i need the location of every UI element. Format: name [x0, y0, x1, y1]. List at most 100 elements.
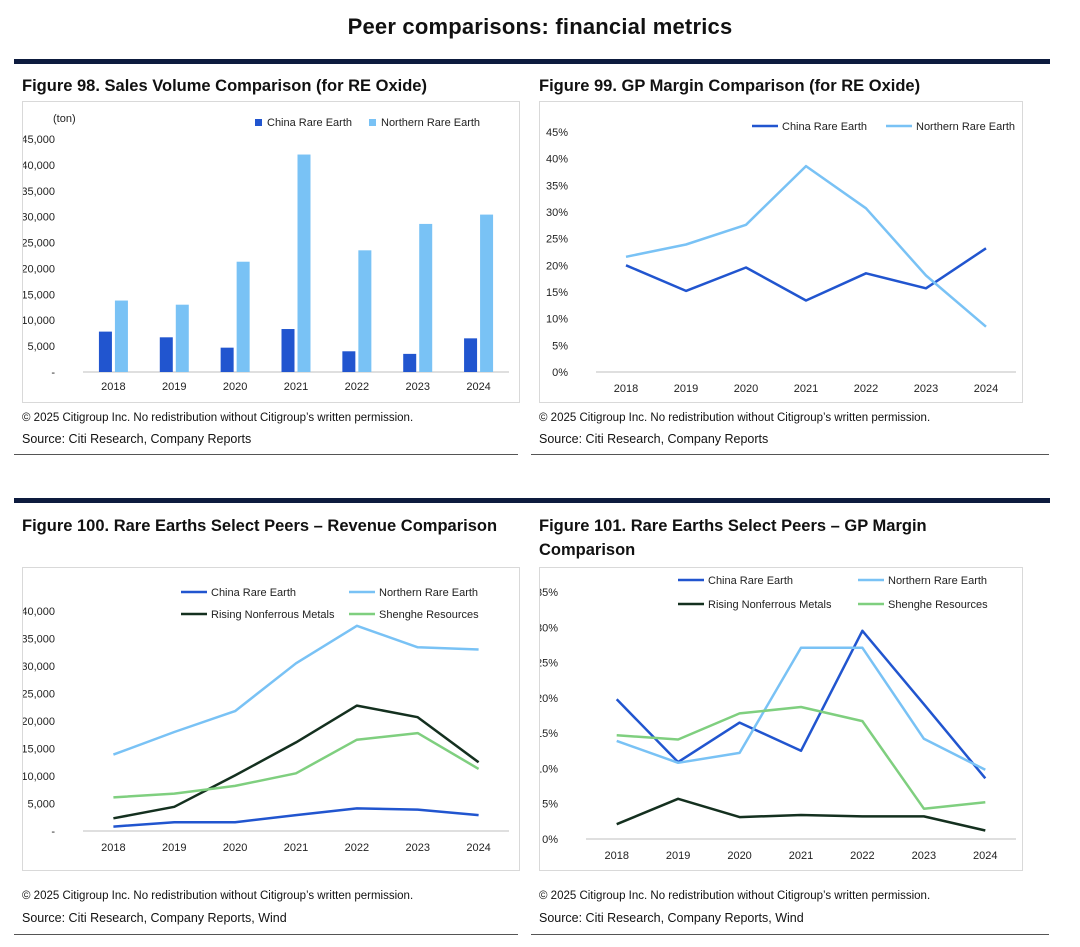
figure-98-y-tick-label: 40,000 — [23, 160, 55, 172]
figure-101-y-tick-label: 30% — [540, 622, 558, 634]
figure-98-source: Source: Citi Research, Company Reports — [22, 432, 252, 446]
figure-98-y-tick-label: - — [51, 367, 55, 379]
figure-100-y-tick-label: 20,000 — [23, 716, 55, 728]
figure-100-y-tick-label: 25,000 — [23, 689, 55, 701]
figure-98-bar-northern-rare-earth-2019 — [175, 304, 189, 372]
figure-101-legend-label: China Rare Earth — [708, 575, 793, 587]
figure-98-legend-swatch — [369, 119, 376, 126]
figure-99-y-tick-label: 45% — [546, 127, 568, 139]
figure-99-bottom-rule — [531, 454, 1049, 455]
figure-98-unit-label: (ton) — [53, 113, 76, 125]
figure-101-y-tick-label: 20% — [540, 693, 558, 705]
figure-98-note: © 2025 Citigroup Inc. No redistribution … — [22, 412, 414, 424]
figure-101-svg: 0% 5% 10% 15% 20% 25% 30% 35% 2018 2019 2020 2021 20… — [540, 575, 1016, 862]
figure-99-x-tick-label: 2021 — [794, 383, 818, 395]
figure-101-x-tick-label: 2022 — [850, 850, 874, 862]
figure-98-title: Figure 98. Sales Volume Comparison (for … — [22, 77, 427, 95]
figure-101-y-tick-label: 15% — [540, 728, 558, 740]
figure-98-bar-china-rare-earth-2024 — [464, 338, 478, 372]
figure-100-line-rising-nonferrous-metals — [113, 704, 480, 820]
figure-100-x-tick-label: 2018 — [101, 842, 125, 854]
figure-100-y-tick-label: 40,000 — [23, 606, 55, 618]
figure-101-y-tick-label: 0% — [542, 834, 558, 846]
figure-100-y-tick-label: 5,000 — [27, 799, 55, 811]
figure-98-x-tick-label: 2018 — [101, 381, 125, 393]
figure-100-legend-label: Rising Nonferrous Metals — [211, 609, 335, 621]
figure-99-y-tick-label: 35% — [546, 180, 568, 192]
figure-100-x-tick-label: 2022 — [345, 842, 369, 854]
figure-98-y-tick-label: 45,000 — [23, 134, 55, 146]
figure-100-chart: - 5,000 10,000 15,000 20,000 25,000 30,000 35,0… — [22, 567, 520, 871]
figure-98-bar-northern-rare-earth-2020 — [236, 261, 250, 372]
figure-100-y-tick-label: 35,000 — [23, 634, 55, 646]
figure-101-chart: 0% 5% 10% 15% 20% 25% 30% 35% 2018 2019 2020 2021 20… — [539, 567, 1023, 871]
figure-101-x-tick-label: 2021 — [789, 850, 813, 862]
figure-99-legend-label: China Rare Earth — [782, 121, 867, 133]
figure-98-y-tick-label: 5,000 — [27, 341, 55, 353]
figure-101-y-tick-label: 25% — [540, 658, 558, 670]
figure-99-y-tick-label: 25% — [546, 234, 568, 246]
figure-101-title: Figure 101. Rare Earths Select Peers – G… — [539, 517, 927, 559]
figure-100-legend-label: Shenghe Resources — [379, 609, 479, 621]
figure-101-x-tick-label: 2018 — [604, 850, 628, 862]
figure-99-y-tick-label: 5% — [552, 340, 568, 352]
figure-98-bar-northern-rare-earth-2024 — [480, 214, 494, 372]
figure-98-bar-northern-rare-earth-2021 — [297, 154, 311, 372]
figure-100-svg: - 5,000 10,000 15,000 20,000 25,000 30,000 35,0… — [23, 587, 509, 854]
figure-99-y-tick-label: 20% — [546, 260, 568, 272]
figure-98-y-tick-label: 20,000 — [23, 263, 55, 275]
figure-101-line-northern-rare-earth — [616, 646, 986, 771]
figure-101-line-shenghe-resources — [616, 705, 986, 810]
figure-100-bottom-rule — [14, 934, 518, 935]
figure-100-x-tick-label: 2019 — [162, 842, 186, 854]
figure-100-note: © 2025 Citigroup Inc. No redistribution … — [22, 890, 414, 902]
figure-98-chart: - 5,000 10,000 15,000 20,000 25,000 30,000 35,0… — [22, 101, 520, 403]
figure-98-y-tick-label: 35,000 — [23, 186, 55, 198]
figure-98-x-tick-label: 2022 — [345, 381, 369, 393]
figure-99-svg: 0% 5% 10% 15% 20% 25% 30% 35% 40% 45% 2018 2019 2020… — [546, 121, 1016, 395]
figure-100-legend-label: China Rare Earth — [211, 587, 296, 599]
figure-99-x-tick-label: 2020 — [734, 383, 758, 395]
figure-98-legend-label: China Rare Earth — [267, 117, 352, 129]
figure-98-bar-china-rare-earth-2023 — [403, 353, 417, 372]
figure-99-line-china-rare-earth — [625, 247, 987, 302]
figure-101-legend-label: Northern Rare Earth — [888, 575, 987, 587]
figure-98-bar-china-rare-earth-2022 — [342, 351, 356, 372]
figure-100-source: Source: Citi Research, Company Reports, … — [22, 911, 287, 925]
figure-98-bar-china-rare-earth-2021 — [281, 329, 295, 372]
figure-99-x-tick-label: 2024 — [974, 383, 998, 395]
figure-100-legend-label: Northern Rare Earth — [379, 587, 478, 599]
figure-98-x-tick-label: 2019 — [162, 381, 186, 393]
figure-98-bar-china-rare-earth-2020 — [220, 347, 234, 372]
figure-101-y-tick-label: 10% — [540, 763, 558, 775]
figure-101-line-china-rare-earth — [615, 629, 987, 780]
figure-100-y-tick-label: 15,000 — [23, 744, 55, 756]
figure-101-x-tick-label: 2024 — [973, 850, 997, 862]
figure-100-line-northern-rare-earth — [112, 624, 479, 756]
figure-100-line-shenghe-resources — [113, 731, 480, 799]
figure-100-title: Figure 100. Rare Earths Select Peers – R… — [22, 517, 498, 535]
figure-100-x-tick-label: 2023 — [405, 842, 429, 854]
figure-99-y-tick-label: 15% — [546, 287, 568, 299]
figure-101-x-tick-label: 2023 — [912, 850, 936, 862]
figure-100-x-tick-label: 2024 — [466, 842, 490, 854]
figure-101-y-tick-label: 35% — [540, 587, 558, 599]
figure-101-y-tick-label: 5% — [542, 799, 558, 811]
figure-100-y-tick-label: 10,000 — [23, 771, 55, 783]
figure-99-y-tick-label: 0% — [552, 367, 568, 379]
figure-100-y-tick-label: - — [51, 826, 55, 838]
figure-98-legend-swatch — [255, 119, 262, 126]
figure-98-bottom-rule — [14, 454, 518, 455]
figure-101-bottom-rule — [531, 934, 1049, 935]
figure-98-legend-label: Northern Rare Earth — [381, 117, 480, 129]
figure-99-y-tick-label: 10% — [546, 314, 568, 326]
figure-98-bar-china-rare-earth-2019 — [159, 337, 173, 372]
middle-rule — [14, 498, 1050, 503]
figure-101-x-tick-label: 2020 — [727, 850, 751, 862]
page-title: Peer comparisons: financial metrics — [347, 14, 733, 39]
figure-98-y-tick-label: 10,000 — [23, 315, 55, 327]
figure-100-x-tick-label: 2021 — [284, 842, 308, 854]
figure-99-note: © 2025 Citigroup Inc. No redistribution … — [539, 412, 931, 424]
figure-98-y-tick-label: 25,000 — [23, 238, 55, 250]
figure-98-svg: - 5,000 10,000 15,000 20,000 25,000 30,000 35,0… — [23, 113, 509, 393]
